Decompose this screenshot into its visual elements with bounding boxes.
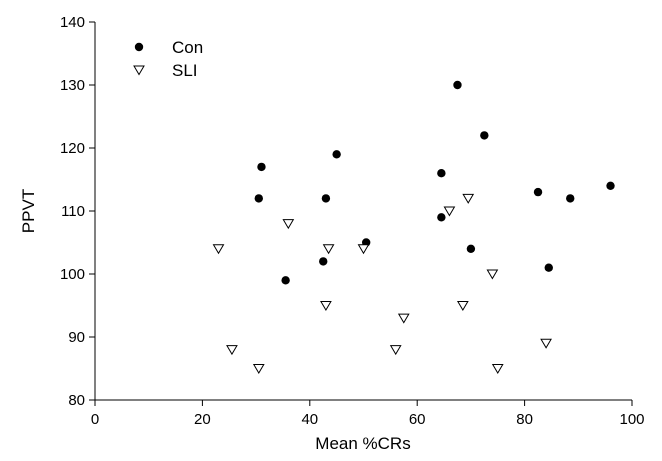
data-point xyxy=(322,244,335,255)
x-ticks: 0 20 40 60 80 100 xyxy=(91,400,645,428)
y-tick-label: 140 xyxy=(60,14,85,31)
x-tick-label: 40 xyxy=(301,411,318,428)
series-sli xyxy=(212,193,552,374)
data-point xyxy=(212,244,225,255)
legend-marker xyxy=(134,42,144,52)
data-point xyxy=(456,301,469,311)
data-point xyxy=(480,131,489,140)
data-point xyxy=(252,364,265,374)
y-tick-label: 100 xyxy=(60,266,85,283)
x-tick-label: 60 xyxy=(409,411,426,428)
x-axis-label: Mean %CRs xyxy=(315,434,410,453)
data-points xyxy=(212,80,615,374)
data-point xyxy=(437,213,446,222)
data-point xyxy=(566,194,575,203)
data-point xyxy=(486,269,499,280)
data-point xyxy=(606,181,615,190)
data-point xyxy=(453,80,462,90)
legend-marker xyxy=(133,65,145,76)
legend: Con SLI xyxy=(133,38,203,80)
data-point xyxy=(491,364,504,374)
data-point xyxy=(544,263,553,272)
x-tick-label: 100 xyxy=(619,411,644,428)
data-point xyxy=(320,301,332,311)
data-point xyxy=(466,244,476,253)
y-tick-label: 120 xyxy=(60,140,85,157)
data-point xyxy=(357,244,370,255)
y-tick-label: 130 xyxy=(60,77,85,94)
data-point xyxy=(281,276,290,285)
data-point xyxy=(397,313,410,324)
data-point xyxy=(533,187,543,197)
data-point xyxy=(282,219,295,230)
data-point xyxy=(437,169,446,178)
y-tick-label: 80 xyxy=(68,392,85,409)
data-point xyxy=(332,150,341,159)
data-point xyxy=(257,162,266,172)
data-point xyxy=(443,206,456,217)
legend-label: Con xyxy=(172,38,203,57)
data-point xyxy=(321,194,331,203)
x-tick-label: 20 xyxy=(194,411,211,428)
data-point xyxy=(462,193,475,204)
data-point xyxy=(226,345,238,356)
data-point xyxy=(254,194,263,203)
y-axis-label: PPVT xyxy=(19,189,38,233)
data-point xyxy=(540,338,552,349)
y-ticks: 80 90 100 110 120 130 140 xyxy=(60,14,95,409)
data-point xyxy=(319,257,328,266)
legend-label: SLI xyxy=(172,61,198,80)
x-tick-label: 80 xyxy=(516,411,533,428)
y-tick-label: 90 xyxy=(68,329,85,346)
series-con xyxy=(254,80,615,285)
y-tick-label: 110 xyxy=(61,203,85,220)
data-point xyxy=(389,345,402,356)
x-tick-label: 0 xyxy=(91,411,99,428)
